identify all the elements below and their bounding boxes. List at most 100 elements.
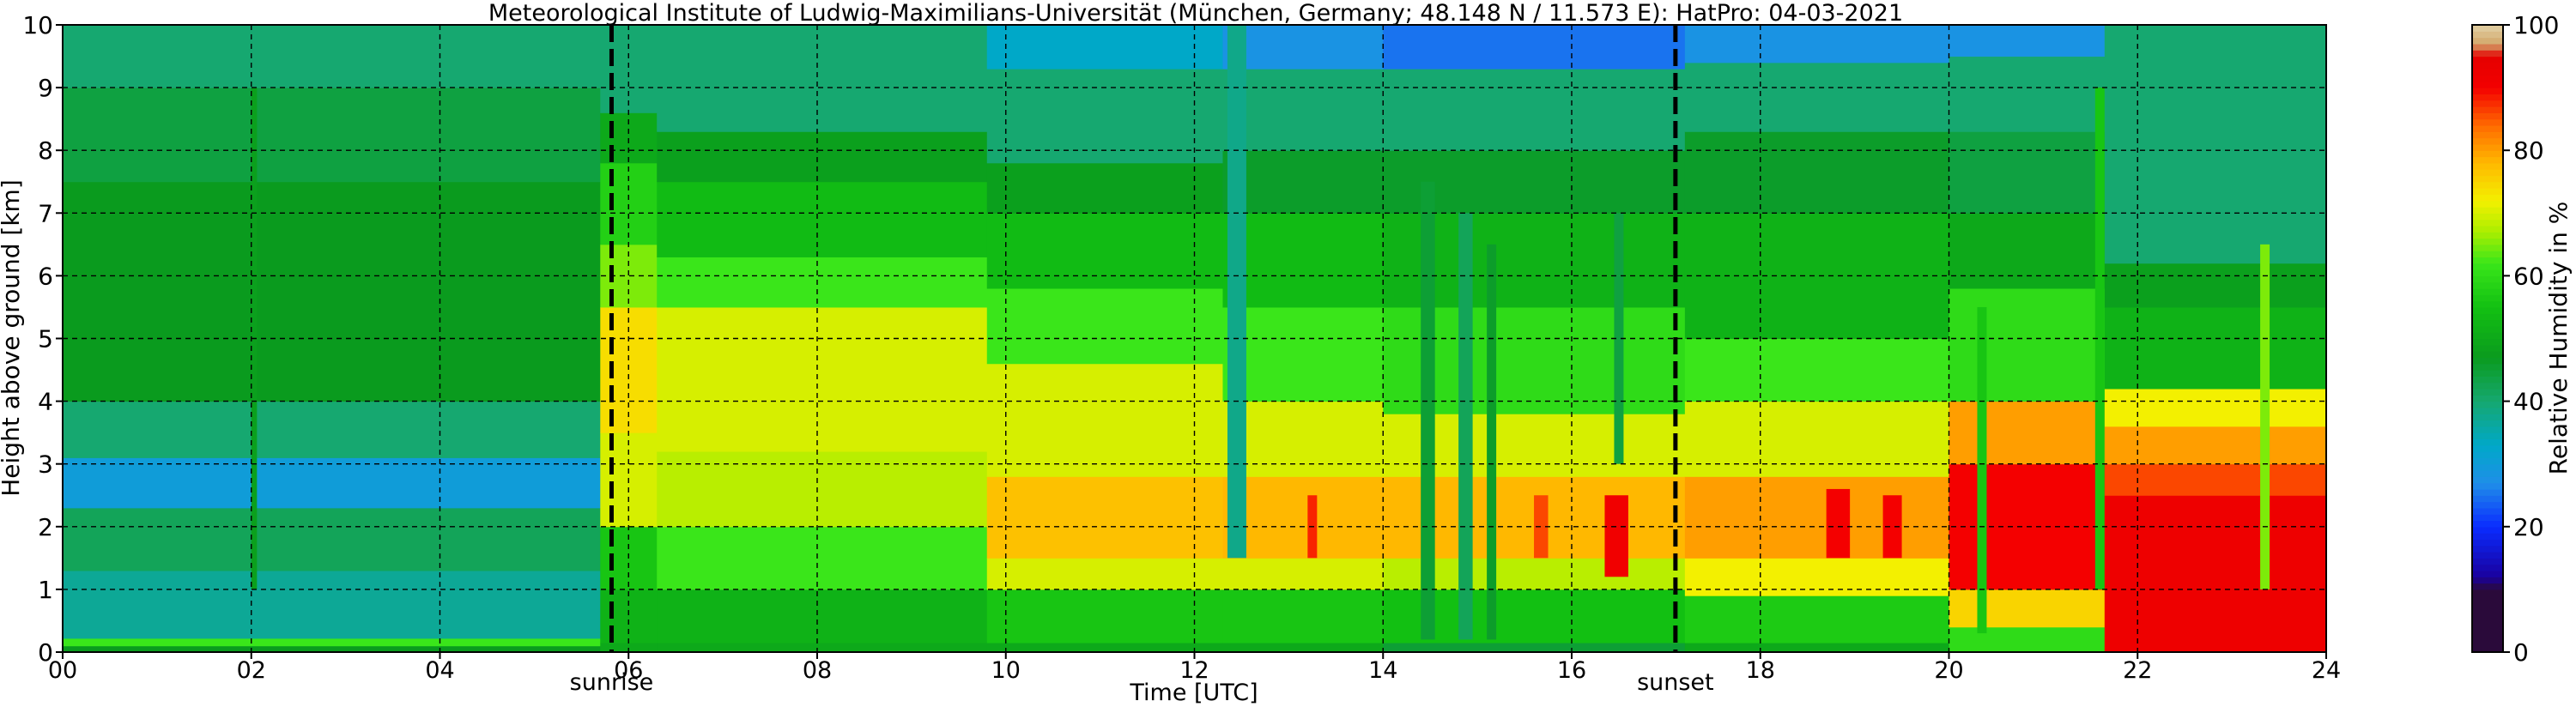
heatmap-cell <box>1826 488 1851 559</box>
colorbar-band <box>2472 69 2503 76</box>
colorbar-band <box>2472 106 2503 113</box>
heatmap-cell <box>1684 595 1949 644</box>
colorbar-band <box>2472 583 2503 590</box>
colorbar-band <box>2472 162 2503 170</box>
heatmap-cell <box>1949 401 2106 465</box>
heatmap-cell <box>1684 131 1949 214</box>
colorbar-band <box>2472 62 2503 69</box>
colorbar-band <box>2472 395 2503 402</box>
colorbar-band <box>2472 94 2503 101</box>
y-tick-label: 6 <box>38 262 53 290</box>
colorbar-band <box>2472 444 2503 452</box>
heatmap-cell <box>1949 626 2106 653</box>
colorbar-band <box>2472 426 2503 433</box>
colorbar-band <box>2472 401 2503 408</box>
heatmap-cell <box>2094 88 2105 589</box>
x-axis-label: Time [UTC] <box>1129 680 1258 706</box>
colorbar-band <box>2472 143 2503 151</box>
colorbar-band <box>2472 81 2503 88</box>
colorbar-band <box>2472 501 2503 509</box>
colorbar-band <box>2472 344 2503 352</box>
colorbar-band <box>2472 639 2503 647</box>
heatmap-cell <box>63 25 601 88</box>
colorbar-band <box>2472 325 2503 333</box>
colorbar-band <box>2472 476 2503 484</box>
annotation-label-sunrise: sunrise <box>570 669 654 696</box>
colorbar-band <box>2472 601 2503 609</box>
heatmap-cell <box>1222 213 1384 308</box>
colorbar-band <box>2472 470 2503 477</box>
heatmap-cell <box>1684 401 1949 477</box>
colorbar-band <box>2472 275 2503 283</box>
heatmap-cell <box>1222 476 1384 559</box>
colorbar-band <box>2472 25 2503 32</box>
heatmap-cell <box>63 638 601 647</box>
colorbar-band <box>2472 50 2503 57</box>
colorbar-band <box>2472 520 2503 528</box>
colorbar-band <box>2472 420 2503 427</box>
heatmap-cell <box>657 451 988 528</box>
y-tick-label: 9 <box>38 74 53 102</box>
colorbar-band <box>2472 31 2503 39</box>
colorbar-band <box>2472 338 2503 346</box>
colorbar-band <box>2472 507 2503 515</box>
heatmap-cell <box>2104 426 2327 465</box>
x-tick-label: 00 <box>48 657 77 684</box>
x-tick-label: 08 <box>803 657 832 684</box>
colorbar-tick-label: 40 <box>2513 388 2544 416</box>
heatmap-cell <box>63 645 601 653</box>
heatmap-cell <box>1684 338 1949 402</box>
heatmap-cell <box>63 401 601 458</box>
heatmap-cell <box>1604 495 1628 577</box>
heatmap-cell <box>1222 69 1384 151</box>
colorbar-band <box>2472 251 2503 258</box>
heatmap-cell <box>1383 25 1686 69</box>
colorbar-band <box>2472 488 2503 496</box>
colorbar-band <box>2472 626 2503 634</box>
heatmap-cell <box>1684 643 1949 653</box>
colorbar-tick-label: 80 <box>2513 136 2544 165</box>
heatmap-cell <box>1977 306 1987 634</box>
colorbar-band <box>2472 306 2503 314</box>
x-tick-label: 04 <box>425 657 454 684</box>
heatmap-cell <box>986 213 1223 289</box>
heatmap-cell <box>63 457 601 509</box>
colorbar-band <box>2472 482 2503 490</box>
heatmap-cell <box>1949 131 2106 214</box>
colorbar-band <box>2472 382 2503 390</box>
heatmap-cell <box>600 589 658 644</box>
colorbar-band <box>2472 407 2503 414</box>
heatmap-cell <box>657 306 988 452</box>
heatmap-cell <box>1222 589 1384 644</box>
heatmap-cell <box>1684 25 1949 63</box>
colorbar-band <box>2472 37 2503 45</box>
x-tick-label: 10 <box>991 657 1021 684</box>
colorbar-band <box>2472 614 2503 622</box>
colorbar-band <box>2472 595 2503 603</box>
heatmap-cell <box>2104 495 2327 653</box>
heatmap-cell <box>657 589 988 644</box>
colorbar-band <box>2472 564 2503 571</box>
colorbar-band <box>2472 118 2503 126</box>
heatmap-cells <box>63 25 2327 653</box>
heatmap-cell <box>63 570 601 639</box>
heatmap-cell <box>1222 401 1384 477</box>
y-tick-label: 4 <box>38 388 53 416</box>
x-tick-label: 16 <box>1557 657 1586 684</box>
colorbar-band <box>2472 570 2503 577</box>
colorbar-band <box>2472 112 2503 120</box>
colorbar-band <box>2472 206 2503 214</box>
colorbar-band <box>2472 213 2503 221</box>
colorbar-band <box>2472 514 2503 522</box>
colorbar-band <box>2472 495 2503 503</box>
heatmap-cell <box>1487 244 1497 640</box>
colorbar-band <box>2472 288 2503 295</box>
heatmap-cell <box>63 88 601 183</box>
colorbar-band <box>2472 432 2503 440</box>
heatmap-cell <box>1949 288 2106 402</box>
colorbar-band <box>2472 169 2503 177</box>
colorbar-band <box>2472 607 2503 615</box>
heatmap-cell <box>986 162 1223 214</box>
heatmap-cell <box>986 643 1223 653</box>
heatmap-cell <box>986 558 1223 590</box>
